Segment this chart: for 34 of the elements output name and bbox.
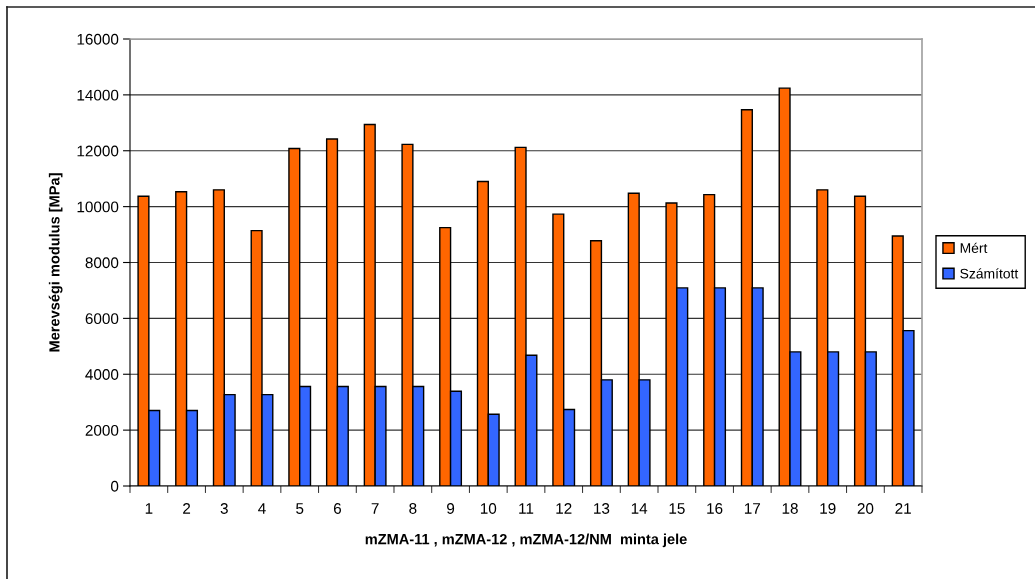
x-tick-label: 21	[895, 503, 911, 514]
y-tick-label: 4000	[85, 369, 119, 380]
x-tick-label: 10	[480, 503, 497, 514]
y-tick-label: 6000	[85, 313, 119, 325]
x-tick-label: 17	[744, 503, 761, 514]
x-tick-label: 9	[447, 503, 455, 514]
x-tick-label: 4	[258, 503, 266, 514]
y-tick-label: 0	[110, 480, 119, 492]
x-tick-label: 15	[669, 503, 685, 514]
y-axis-title: Merevségi modulus [MPa]	[48, 173, 63, 352]
y-tick-label: 14000	[77, 89, 119, 101]
x-tick-label: 1	[145, 503, 153, 514]
x-tick-label: 12	[556, 503, 572, 514]
y-tick-label: 2000	[85, 424, 119, 436]
x-tick-label: 16	[707, 503, 723, 514]
x-tick-label: 11	[519, 503, 534, 514]
y-tick-label: 8000	[85, 257, 119, 269]
y-tick-label: 10000	[77, 201, 119, 213]
y-tick-label: 12000	[77, 145, 119, 157]
x-tick-label: 3	[220, 503, 228, 514]
y-tick-label: 16000	[77, 33, 119, 45]
x-axis-title: mZMA-11 , mZMA-12 , mZMA-12/NM minta jele	[365, 533, 687, 548]
x-tick-label: 2	[183, 503, 191, 514]
x-tick-label: 19	[820, 503, 836, 514]
x-tick-label: 20	[857, 503, 874, 514]
x-tick-label: 7	[371, 503, 379, 514]
legend-label: Számított	[960, 268, 1019, 279]
x-tick-label: 8	[409, 503, 417, 514]
x-tick-label: 6	[333, 503, 342, 514]
legend-label: Mért	[960, 242, 988, 253]
x-tick-label: 18	[782, 503, 798, 514]
x-tick-label: 5	[296, 503, 304, 514]
x-tick-label: 14	[631, 503, 648, 514]
x-tick-label: 13	[594, 503, 610, 514]
